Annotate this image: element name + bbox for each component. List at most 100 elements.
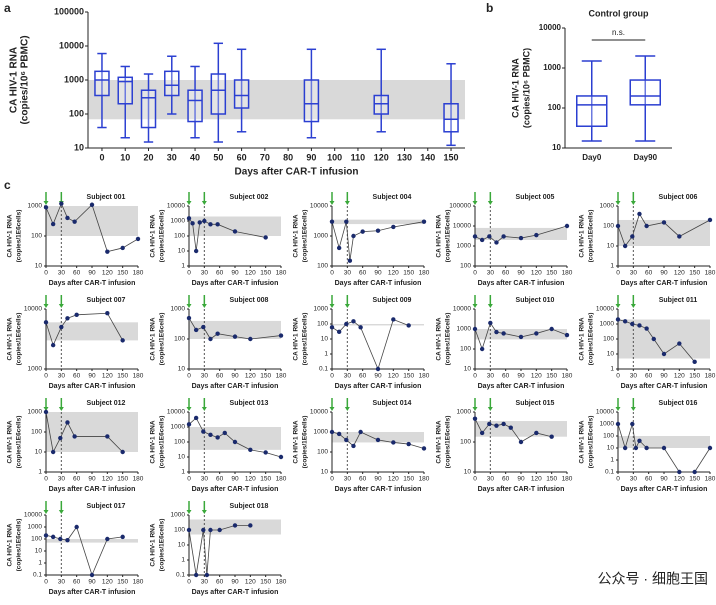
x-tick-label: 180: [276, 373, 287, 380]
x-tick-label: 150: [117, 579, 128, 586]
data-point: [501, 331, 506, 336]
reference-band: [618, 436, 710, 448]
y-tick-label: 10: [552, 143, 561, 152]
chart-title: Subject 007: [87, 297, 126, 304]
y-axis-title: CA HIV-1 RNA: [436, 317, 443, 360]
data-point: [74, 312, 79, 318]
data-point: [661, 220, 667, 225]
x-tick-label: 60: [502, 373, 510, 380]
data-point: [406, 441, 411, 447]
data-point: [50, 534, 56, 540]
data-point: [479, 237, 485, 243]
data-point: [494, 423, 499, 428]
infusion-arrowhead: [344, 407, 350, 411]
data-point: [208, 432, 213, 438]
box: [443, 103, 459, 133]
x-tick-label: 30: [630, 270, 638, 277]
y-tick-label: 100: [31, 429, 42, 436]
data-point: [518, 439, 524, 445]
data-point: [622, 445, 628, 451]
x-tick-label: 60: [359, 270, 367, 277]
infusion-arrowhead: [487, 304, 493, 308]
data-point: [479, 430, 485, 436]
data-point: [263, 235, 268, 240]
y-tick-label: 1000: [457, 243, 472, 250]
x-tick-label: 120: [388, 270, 399, 277]
y-tick-label: 1000: [543, 63, 561, 72]
infusion-arrowhead: [630, 304, 636, 308]
data-point: [248, 336, 253, 342]
x-tick-label: 120: [245, 373, 256, 380]
reference-band: [189, 320, 281, 339]
x-tick-label: 30: [58, 579, 66, 586]
x-tick-label: 150: [403, 270, 414, 277]
x-tick-label: 180: [562, 270, 573, 277]
x-tick-label: 90: [517, 270, 525, 277]
y-tick-label: 10000: [59, 40, 84, 50]
series-line: [188, 525, 251, 576]
reference-band: [46, 206, 138, 236]
infusion-arrowhead: [186, 201, 192, 205]
x-tick-label: 60: [73, 373, 81, 380]
x-tick-label: 30: [167, 152, 177, 162]
y-tick-label: 10000: [24, 306, 42, 313]
data-point: [644, 223, 649, 229]
infusion-arrowhead: [344, 201, 350, 205]
x-tick-label: 10: [120, 152, 130, 162]
data-point: [135, 236, 141, 242]
data-point: [549, 326, 554, 332]
x-axis-title: Days after CAR-T infusion: [192, 486, 279, 493]
series-line: [45, 526, 123, 577]
data-point: [472, 326, 478, 332]
y-tick-label: 10000: [596, 409, 614, 416]
data-point: [692, 469, 697, 475]
x-tick-label: 90: [374, 373, 382, 380]
x-tick-label: 50: [213, 152, 223, 162]
x-axis-title: Days after CAR-T infusion: [621, 280, 708, 287]
infusion-arrowhead: [186, 304, 192, 308]
data-point: [232, 334, 238, 339]
x-tick-label: 0: [99, 152, 104, 162]
y-tick-label: 100: [317, 321, 328, 328]
y-tick-label: 10: [607, 351, 615, 358]
x-axis-title: Days after CAR-T infusion: [192, 589, 279, 596]
x-tick-label: 0: [44, 476, 48, 483]
data-point: [494, 240, 499, 245]
y-tick-label: 100: [69, 108, 84, 118]
data-point: [347, 258, 353, 263]
data-point: [630, 234, 635, 239]
x-tick-label: 180: [133, 476, 144, 483]
x-tick-label: 60: [645, 476, 653, 483]
chart-title: Subject 016: [659, 400, 698, 407]
x-axis-title: Days after CAR-T infusion: [478, 383, 565, 390]
data-point: [488, 320, 493, 326]
data-point: [564, 332, 570, 338]
x-tick-label: 120: [531, 270, 542, 277]
data-point: [201, 527, 206, 533]
data-point: [677, 341, 682, 346]
x-tick-label: 120: [374, 152, 389, 162]
infusion-arrowhead: [186, 407, 192, 411]
x-tick-label: 150: [546, 270, 557, 277]
x-tick-label: 180: [276, 476, 287, 483]
data-point: [263, 450, 268, 455]
x-tick-label: 0: [616, 476, 620, 483]
y-axis-title: (copies/1E6cells): [445, 210, 452, 263]
x-tick-label: 30: [487, 270, 495, 277]
infusion-arrowhead: [472, 304, 478, 308]
infusion-arrowhead: [201, 510, 207, 514]
y-tick-label: 10000: [596, 306, 614, 313]
data-point: [72, 434, 77, 439]
x-axis-title: Days after CAR-T infusion: [192, 383, 279, 390]
y-axis-title: (copies/1E6cells): [588, 210, 595, 263]
x-tick-label: 30: [58, 476, 66, 483]
x-tick-label: 30: [344, 476, 352, 483]
x-tick-label: 30: [58, 270, 66, 277]
y-axis-title: CA HIV-1 RNA: [150, 214, 157, 257]
y-tick-label: 100: [31, 233, 42, 240]
x-tick-label: 30: [630, 476, 638, 483]
x-tick-label: 90: [231, 373, 239, 380]
data-point: [65, 316, 70, 321]
data-point: [89, 572, 95, 578]
y-axis-title: (copies/1E6cells): [159, 416, 166, 469]
